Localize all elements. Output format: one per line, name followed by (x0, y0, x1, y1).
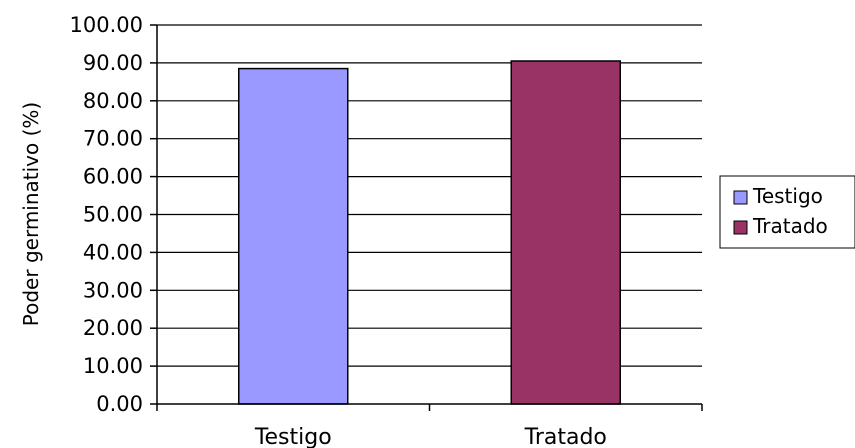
x-tick-label: Testigo (254, 425, 332, 448)
y-axis-title: Poder germinativo (%) (19, 102, 43, 326)
bars (238, 60, 621, 405)
y-tick-label: 80.00 (83, 89, 143, 113)
bar-testigo (238, 67, 349, 405)
legend-label-testigo: Testigo (752, 184, 823, 208)
y-tick-label: 60.00 (83, 165, 143, 189)
y-tick-label: 40.00 (83, 240, 143, 264)
axes (150, 24, 703, 411)
legend-label-tratado: Tratado (752, 214, 828, 238)
y-tick-label: 0.00 (96, 392, 143, 416)
y-tick-label: 70.00 (83, 127, 143, 151)
bar-tratado (510, 60, 621, 405)
legend-box (719, 175, 855, 249)
y-tick-label: 100.00 (70, 13, 143, 37)
legend-swatch-tratado (733, 220, 748, 235)
y-tick-label: 30.00 (83, 278, 143, 302)
y-tick-label: 20.00 (83, 316, 143, 340)
legend: Testigo Tratado (719, 175, 855, 249)
y-tick-label: 10.00 (83, 354, 143, 378)
y-tick-labels: 0.00 10.00 20.00 30.00 40.00 50.00 60.00 70.00 8… (70, 13, 143, 416)
y-tick-label: 50.00 (83, 203, 143, 227)
y-tick-label: 90.00 (83, 51, 143, 75)
x-tick-label: Tratado (524, 425, 607, 448)
x-tick-labels: Testigo Tratado (254, 425, 607, 448)
legend-swatch-testigo (733, 190, 748, 205)
